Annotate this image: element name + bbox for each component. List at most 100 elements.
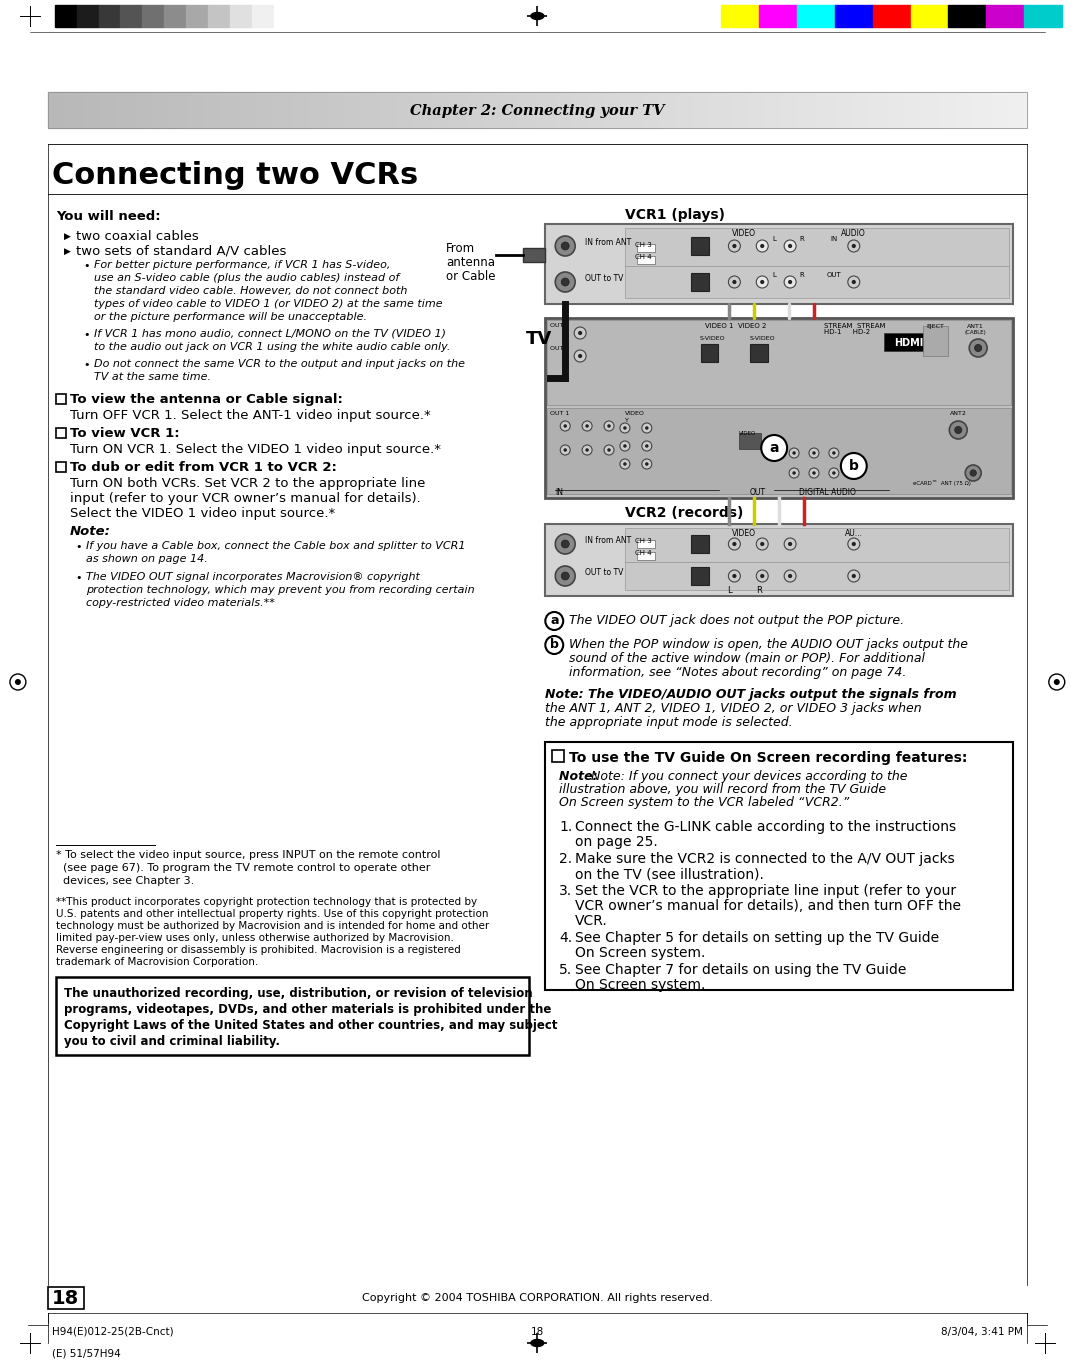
Circle shape <box>585 424 589 428</box>
Bar <box>1011 91 1014 128</box>
Bar <box>955 91 958 128</box>
Text: 2.: 2. <box>559 852 572 866</box>
Bar <box>772 91 775 128</box>
Bar <box>978 91 982 128</box>
Circle shape <box>789 468 799 477</box>
Bar <box>545 524 1013 596</box>
Bar <box>792 91 795 128</box>
Bar <box>691 91 694 128</box>
Circle shape <box>607 424 610 428</box>
Circle shape <box>809 447 819 458</box>
Circle shape <box>793 451 796 454</box>
Bar <box>545 224 1013 304</box>
Bar <box>414 91 417 128</box>
Bar <box>961 91 964 128</box>
Bar <box>835 91 838 128</box>
Bar <box>995 91 998 128</box>
Circle shape <box>728 240 741 252</box>
Text: Make sure the VCR2 is connected to the A/V OUT jacks: Make sure the VCR2 is connected to the A… <box>576 852 955 866</box>
Ellipse shape <box>531 12 544 19</box>
Text: The VIDEO OUT jack does not output the POP picture.: The VIDEO OUT jack does not output the P… <box>569 614 904 627</box>
Bar <box>449 91 453 128</box>
Text: 4.: 4. <box>559 932 572 945</box>
Text: L: L <box>727 587 732 595</box>
Bar <box>873 5 910 27</box>
Circle shape <box>848 570 860 582</box>
Bar <box>916 91 919 128</box>
Bar <box>345 91 348 128</box>
Bar <box>808 91 811 128</box>
Text: 8/3/04, 3:41 PM: 8/3/04, 3:41 PM <box>941 1327 1023 1337</box>
Bar <box>181 91 185 128</box>
Circle shape <box>732 542 737 546</box>
Bar <box>48 91 51 128</box>
Circle shape <box>955 427 962 434</box>
Text: Do not connect the same VCR to the output and input jacks on the: Do not connect the same VCR to the outpu… <box>94 359 464 370</box>
Text: CH 3: CH 3 <box>635 537 651 544</box>
Text: CH 4: CH 4 <box>635 254 651 261</box>
Bar <box>332 91 335 128</box>
Circle shape <box>756 537 768 550</box>
Bar <box>83 91 86 128</box>
Bar <box>788 91 792 128</box>
Text: 3.: 3. <box>559 884 572 898</box>
Bar <box>100 91 104 128</box>
Bar <box>612 91 616 128</box>
Text: Y: Y <box>625 417 629 423</box>
Bar <box>801 91 805 128</box>
Circle shape <box>812 451 815 454</box>
Bar <box>133 91 136 128</box>
Bar <box>322 91 325 128</box>
Bar <box>211 91 214 128</box>
Bar <box>104 91 107 128</box>
Circle shape <box>585 449 589 451</box>
Bar <box>658 91 661 128</box>
Text: * To select the video input source, press INPUT on the remote control: * To select the video input source, pres… <box>56 850 441 859</box>
Text: To view VCR 1:: To view VCR 1: <box>69 427 179 441</box>
Bar <box>241 91 244 128</box>
Bar <box>988 91 991 128</box>
Bar <box>224 91 227 128</box>
Bar <box>577 91 580 128</box>
Circle shape <box>604 421 613 431</box>
Text: you to civil and criminal liability.: you to civil and criminal liability. <box>64 1035 280 1048</box>
Bar <box>364 91 367 128</box>
Text: Turn ON VCR 1. Select the VIDEO 1 video input source.*: Turn ON VCR 1. Select the VIDEO 1 video … <box>69 443 441 456</box>
Circle shape <box>582 421 592 431</box>
Bar <box>714 91 717 128</box>
Bar <box>273 91 276 128</box>
Bar <box>637 256 654 265</box>
Circle shape <box>645 462 649 465</box>
Bar <box>951 91 955 128</box>
Bar <box>220 91 224 128</box>
Bar <box>606 91 609 128</box>
Bar <box>204 91 207 128</box>
Bar <box>417 91 420 128</box>
Circle shape <box>788 280 793 284</box>
Bar <box>293 91 296 128</box>
Bar <box>175 91 178 128</box>
Bar <box>172 91 175 128</box>
Bar <box>746 91 750 128</box>
Bar <box>273 5 296 27</box>
Text: HD-1     HD-2: HD-1 HD-2 <box>824 329 870 336</box>
Circle shape <box>642 441 652 451</box>
Text: ▶: ▶ <box>64 247 70 256</box>
Bar <box>54 91 57 128</box>
Bar <box>472 91 475 128</box>
Bar <box>551 91 554 128</box>
Bar <box>1024 91 1027 128</box>
Bar <box>191 91 194 128</box>
Bar <box>548 91 551 128</box>
Bar <box>848 91 851 128</box>
Text: H94(E)012-25(2B-Cnct): H94(E)012-25(2B-Cnct) <box>52 1327 174 1337</box>
Bar <box>1024 5 1062 27</box>
Bar <box>113 91 117 128</box>
Bar <box>570 91 573 128</box>
Text: on the TV (see illustration).: on the TV (see illustration). <box>576 868 764 881</box>
Text: On Screen system to the VCR labeled “VCR2.”: On Screen system to the VCR labeled “VCR… <box>559 797 850 809</box>
Bar <box>625 528 1009 562</box>
Text: Turn OFF VCR 1. Select the ANT-1 video input source.*: Turn OFF VCR 1. Select the ANT-1 video i… <box>69 409 431 421</box>
Bar <box>56 394 66 404</box>
Circle shape <box>829 447 839 458</box>
